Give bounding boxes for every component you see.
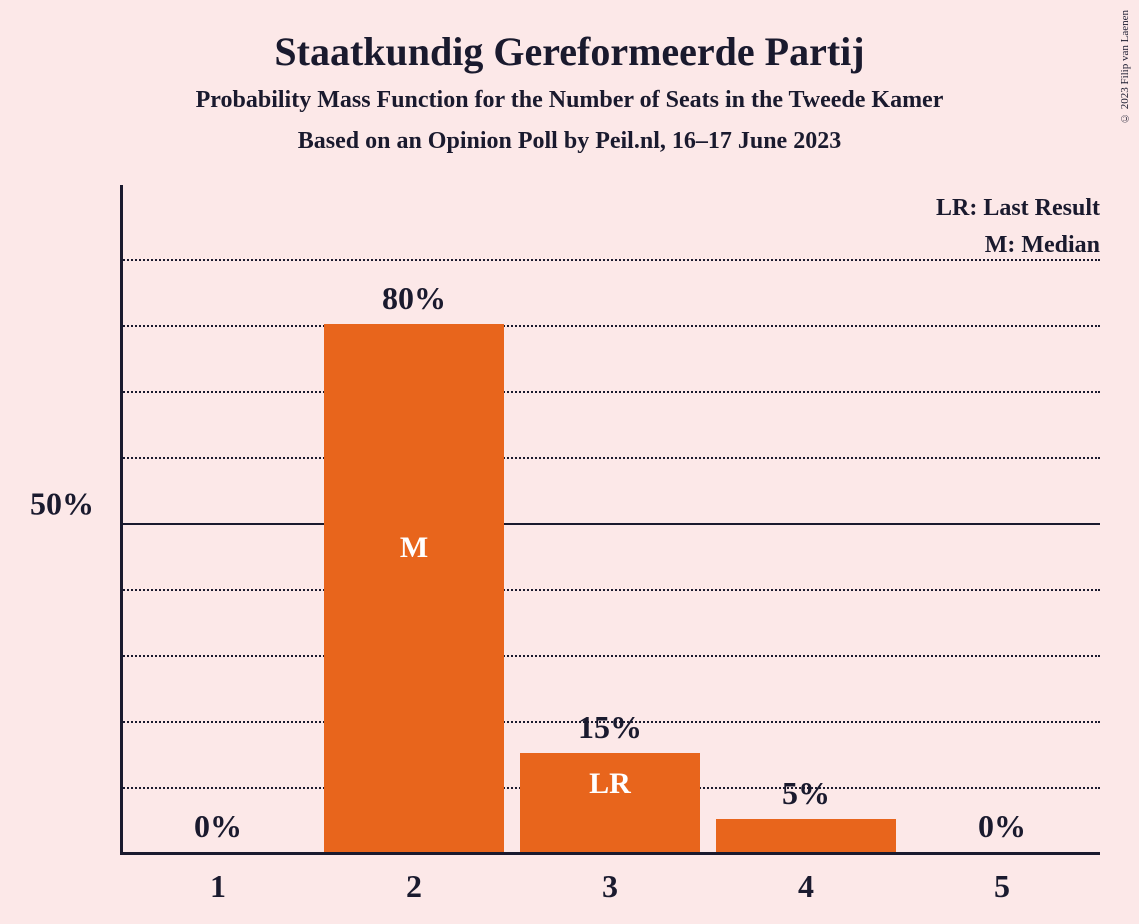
chart-subtitle-1: Probability Mass Function for the Number… — [0, 87, 1139, 114]
x-axis-tick-label: 2 — [406, 868, 422, 905]
x-axis-tick-label: 5 — [994, 868, 1010, 905]
x-axis-line — [120, 852, 1100, 855]
copyright-text: © 2023 Filip van Laenen — [1119, 10, 1131, 124]
legend-lr: LR: Last Result — [936, 195, 1100, 222]
bar-marker: M — [400, 531, 428, 565]
x-axis-tick-label: 1 — [210, 868, 226, 905]
gridline — [120, 655, 1100, 657]
gridline — [120, 589, 1100, 591]
bar — [324, 324, 504, 852]
bar-value-label: 15% — [578, 709, 642, 746]
gridline — [120, 391, 1100, 393]
gridline — [120, 259, 1100, 261]
title-block: Staatkundig Gereformeerde Partij Probabi… — [0, 0, 1139, 155]
bar — [716, 819, 896, 852]
gridline — [120, 523, 1100, 525]
chart-subtitle-2: Based on an Opinion Poll by Peil.nl, 16–… — [0, 128, 1139, 155]
bar-value-label: 0% — [978, 808, 1026, 845]
y-axis-tick-label: 50% — [30, 486, 94, 523]
y-axis-line — [120, 185, 123, 855]
x-axis-tick-label: 3 — [602, 868, 618, 905]
legend-m: M: Median — [936, 232, 1100, 259]
chart-legend: LR: Last Result M: Median — [936, 195, 1100, 269]
x-axis-tick-label: 4 — [798, 868, 814, 905]
bar-value-label: 80% — [382, 280, 446, 317]
gridline — [120, 457, 1100, 459]
chart-title: Staatkundig Gereformeerde Partij — [0, 28, 1139, 75]
bar-value-label: 5% — [782, 775, 830, 812]
bar-value-label: 0% — [194, 808, 242, 845]
bar-marker: LR — [589, 767, 631, 801]
gridline — [120, 325, 1100, 327]
chart-plot-area: LR: Last Result M: Median 50%0%180%M215%… — [120, 195, 1100, 855]
